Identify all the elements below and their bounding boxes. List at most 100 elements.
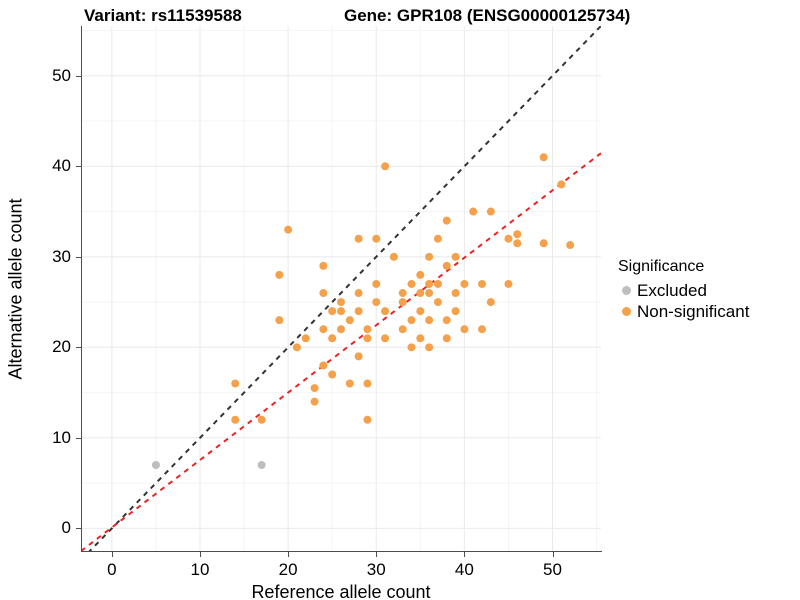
x-tick-label: 20 [278,560,298,579]
x-tick-label: 50 [543,560,562,579]
data-point [557,180,566,189]
data-point [231,415,240,424]
y-tick-mark [76,347,81,349]
data-point [284,225,293,234]
data-point [328,370,337,379]
data-point [425,252,434,261]
data-point [363,334,372,343]
legend-dot-icon [622,286,631,295]
y-tick-label: 20 [52,337,71,357]
data-point [381,162,390,171]
y-tick-label: 10 [52,427,71,447]
data-point [416,307,425,316]
data-point [345,316,354,325]
data-point [319,289,328,298]
data-point [478,325,487,334]
data-point [275,270,284,279]
y-tick-label: 50 [52,65,71,85]
data-point [337,298,345,307]
data-point [257,461,266,470]
data-point [328,307,337,316]
legend-item-label: Non-significant [637,301,750,321]
legend-key [618,286,635,295]
y-tick-label: 40 [52,156,71,176]
x-tick-mark [111,552,113,557]
data-point [398,298,407,307]
y-tick-label: 0 [61,518,71,538]
data-point [442,216,451,225]
y-tick-mark [76,437,81,439]
identity-line [88,26,601,551]
data-point [442,261,451,270]
legend-item-excluded[interactable]: Excluded [618,280,749,301]
data-point [372,298,381,307]
data-point [451,252,460,261]
data-point [442,334,451,343]
x-tick-mark [464,552,466,557]
legend-items: Excluded Non-significant [618,280,749,322]
data-point [310,397,319,406]
data-point [292,343,301,352]
data-point [486,207,495,216]
x-tick-mark [288,552,290,557]
y-tick-mark [76,75,81,77]
data-point [389,252,398,261]
data-point [354,289,363,298]
data-point [513,230,522,239]
x-tick-label: 0 [107,560,117,579]
data-point [381,334,390,343]
data-point [354,307,363,316]
y-axis-line [81,26,82,552]
data-point [407,316,416,325]
legend: Significance Excluded Non-significant [618,258,749,322]
data-point [566,241,575,250]
data-point [354,352,363,361]
data-point [301,334,310,343]
data-point [398,325,407,334]
data-point [504,234,513,243]
data-point [539,239,548,248]
x-tick-mark [199,552,201,557]
data-point [407,279,416,288]
data-point [451,307,460,316]
data-point [416,334,425,343]
y-tick-label: 30 [52,246,71,266]
data-point [407,343,416,352]
data-point [451,289,460,298]
y-tick-mark [76,256,81,258]
data-point [319,325,328,334]
data-point [319,361,328,370]
y-tick-mark [76,166,81,168]
y-axis-title: Alternative allele count [5,198,26,380]
data-point [416,289,425,298]
variant-title: Variant: rs11539588 [84,6,242,25]
y-tick-mark [76,528,81,530]
data-point [425,343,434,352]
data-point [372,279,381,288]
legend-item-non-significant[interactable]: Non-significant [618,301,749,322]
x-tick-label: 40 [454,560,474,579]
data-point [425,279,434,288]
data-point [363,379,372,388]
data-point [363,325,372,334]
data-point [460,279,469,288]
data-point [372,234,381,243]
data-point [460,325,469,334]
data-point [345,379,354,388]
plot-panel [81,26,601,551]
series-non-significant [231,153,575,424]
x-tick-mark [552,552,554,557]
x-tick-label: 30 [366,560,386,579]
x-axis-title: Reference allele count [251,582,431,600]
data-point [319,261,328,270]
data-point [337,307,345,316]
legend-title: Significance [618,258,705,275]
data-point [539,153,548,162]
data-point [425,289,434,298]
plot-svg [81,26,601,551]
gene-title: Gene: GPR108 (ENSG00000125734) [344,6,631,25]
data-point [442,316,451,325]
legend-dot-icon [622,307,631,316]
data-point [486,298,495,307]
